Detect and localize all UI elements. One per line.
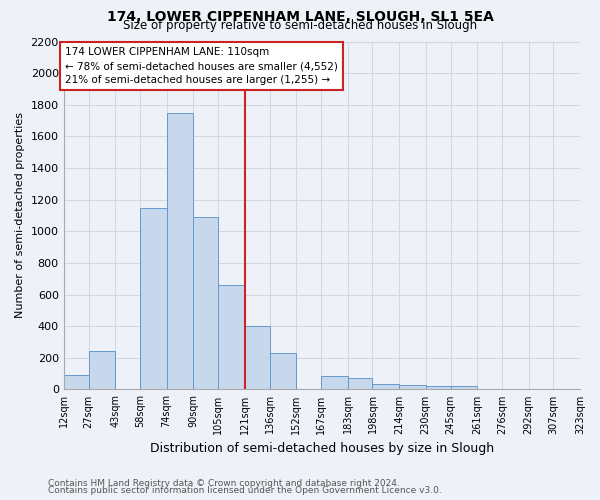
Bar: [347, 378, 373, 390]
Bar: [245, 326, 269, 390]
Bar: [451, 386, 477, 390]
Bar: [269, 353, 296, 390]
Bar: [193, 217, 218, 390]
Bar: [140, 208, 167, 390]
Y-axis label: Number of semi-detached properties: Number of semi-detached properties: [15, 112, 25, 318]
Bar: [167, 112, 193, 390]
Bar: [321, 376, 347, 390]
Bar: [425, 386, 451, 390]
Bar: [89, 352, 115, 390]
X-axis label: Distribution of semi-detached houses by size in Slough: Distribution of semi-detached houses by …: [150, 442, 494, 455]
Bar: [373, 384, 399, 390]
Text: Contains public sector information licensed under the Open Government Licence v3: Contains public sector information licen…: [48, 486, 442, 495]
Bar: [64, 375, 89, 390]
Text: Contains HM Land Registry data © Crown copyright and database right 2024.: Contains HM Land Registry data © Crown c…: [48, 478, 400, 488]
Text: 174 LOWER CIPPENHAM LANE: 110sqm
← 78% of semi-detached houses are smaller (4,55: 174 LOWER CIPPENHAM LANE: 110sqm ← 78% o…: [65, 47, 338, 85]
Text: 174, LOWER CIPPENHAM LANE, SLOUGH, SL1 5EA: 174, LOWER CIPPENHAM LANE, SLOUGH, SL1 5…: [107, 10, 493, 24]
Bar: [218, 285, 245, 390]
Text: Size of property relative to semi-detached houses in Slough: Size of property relative to semi-detach…: [123, 18, 477, 32]
Bar: [399, 384, 425, 390]
